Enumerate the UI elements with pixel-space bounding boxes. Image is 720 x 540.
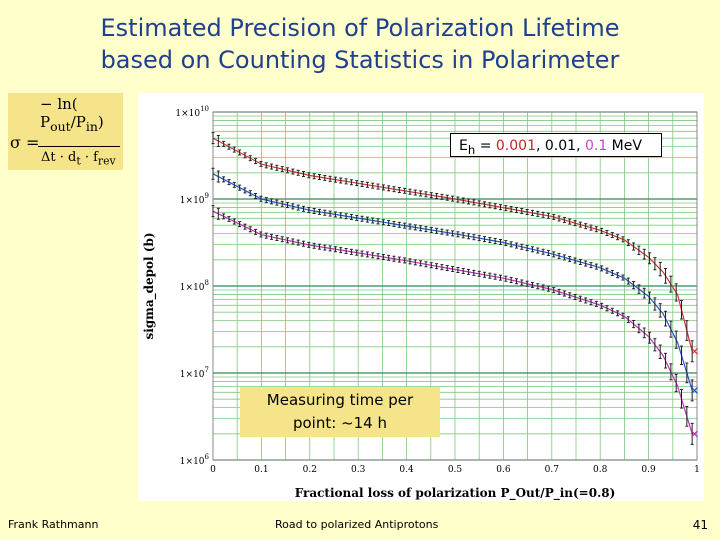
x-tick-label: 0.7 — [545, 465, 560, 475]
y-tick-label: 1×1010 — [175, 105, 209, 119]
formula-lhs: σ = — [10, 133, 40, 152]
y-tick-label: 1×109 — [180, 192, 209, 206]
x-tick-label: 0.4 — [399, 465, 414, 475]
x-tick-label: 0.5 — [448, 465, 463, 475]
title-line-2: based on Counting Statistics in Polarime… — [100, 46, 620, 74]
legend-prefix: E — [459, 138, 468, 154]
legend-value-1: 0.001 — [495, 138, 536, 154]
legend-value-3: 0.1 — [584, 138, 608, 154]
x-tick-label: 0 — [210, 465, 216, 475]
x-tick-label: 0.2 — [303, 465, 317, 475]
x-tick-label: 0.1 — [254, 465, 268, 475]
x-tick-label: 0.6 — [496, 465, 511, 475]
measuring-time-callout: Measuring time per point: ~14 h — [240, 387, 440, 437]
formula-numerator: − ln( Pout/Pin) — [40, 95, 104, 134]
y-tick-label: 1×108 — [180, 279, 209, 293]
x-axis-label: Fractional loss of polarization P_Out/P_… — [295, 486, 616, 501]
footer-author: Frank Rathmann — [8, 518, 99, 531]
formula-denominator: Δt · dt · frev — [41, 150, 116, 168]
plot-frame — [212, 111, 698, 461]
fraction-bar — [38, 146, 120, 147]
series-end-marker — [691, 347, 699, 355]
slide-title: Estimated Precision of Polarization Life… — [0, 12, 720, 76]
y-tick-label: 1×106 — [180, 453, 210, 467]
x-tick-label: 0.8 — [593, 465, 608, 475]
series-line-2 — [212, 173, 693, 391]
y-axis-label: sigma_depol (b) — [142, 232, 157, 339]
energy-legend: Eh = 0.001, 0.01, 0.1 MeV — [450, 133, 662, 157]
sigma-formula: σ = − ln( Pout/Pin) Δt · dt · frev — [8, 93, 123, 170]
x-tick-label: 0.9 — [641, 465, 656, 475]
page-number: 41 — [692, 518, 708, 532]
y-tick-label: 1×107 — [180, 366, 209, 380]
x-tick-label: 0.3 — [351, 465, 366, 475]
series-end-marker — [691, 430, 699, 438]
series-end-marker — [691, 386, 699, 394]
footer-talk-title: Road to polarized Antiprotons — [275, 518, 439, 531]
legend-value-2: 0.01 — [544, 138, 577, 154]
title-line-1: Estimated Precision of Polarization Life… — [100, 14, 620, 42]
x-tick-label: 1 — [694, 465, 700, 475]
